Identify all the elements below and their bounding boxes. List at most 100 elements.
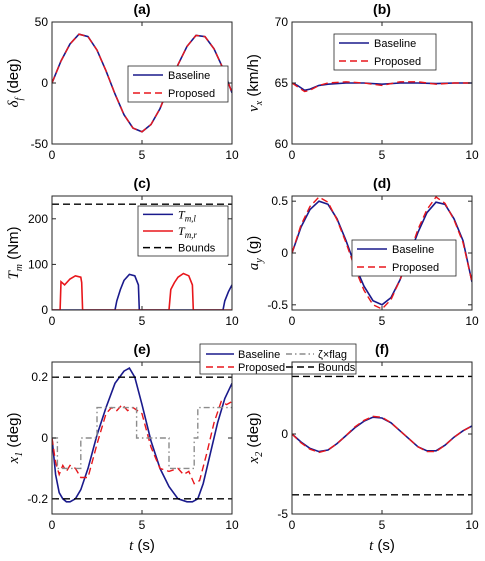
x-tick-label: 10 [465,314,479,328]
series-line-T_m,r [52,272,232,310]
x-tick-label: 5 [379,148,386,162]
series-line-Baseline [52,367,232,503]
svg-text:t (s): t (s) [369,537,395,554]
y-tick-label: 70 [275,15,289,29]
x-axis-label: t (s) [129,537,155,554]
series-line-Proposed [52,33,232,133]
series-line-Proposed [292,196,472,310]
svg-text:Tm,r: Tm,r [178,224,197,240]
panel-d: (d)0 5 10-0.500.5ay (g) [245,175,479,328]
series-line-Baseline [292,200,472,306]
series-line-Proposed [52,400,232,485]
series-line-Proposed [292,81,472,93]
y-axis-label: x2 (deg) [245,413,265,465]
y-tick-label: -50 [31,137,49,151]
legend-label: Bounds [178,243,216,255]
legend-label: Baseline [392,244,434,256]
y-tick-label: 50 [35,15,49,29]
legend-e: Baseline ζ×flag Proposed Bounds [199,343,357,375]
series-line-ζ×flag [52,406,232,470]
y-tick-label: 200 [28,212,48,226]
legend-d: Baseline Proposed [351,239,457,277]
y-tick-label: -0.5 [267,298,288,312]
y-axis-label: ay (g) [245,236,265,270]
x-tick-label: 10 [465,518,479,532]
x-tick-label: 10 [225,148,239,162]
svg-text:Bounds: Bounds [178,243,216,255]
y-tick-label: 0.2 [31,370,48,384]
x-tick-label: 0 [49,148,56,162]
panel-title: (f) [375,341,389,357]
legend-label: Baseline [374,38,416,50]
panel-title: (c) [133,175,150,191]
svg-text:Baseline: Baseline [374,38,416,50]
y-tick-label: 0.5 [271,194,288,208]
y-tick-label: -0.2 [27,492,48,506]
panel-title: (d) [373,175,391,191]
x-tick-label: 5 [139,518,146,532]
legend-label: ζ×flag [318,349,347,361]
legend-c: Tm,lTm,r Bounds [137,205,229,257]
legend-label: Proposed [374,56,421,68]
panel-title: (b) [373,1,391,17]
legend-label: Proposed [392,262,439,274]
y-tick-label: -5 [277,507,288,521]
svg-text:Proposed: Proposed [392,262,439,274]
y-tick-label: 0 [41,303,48,317]
y-tick-label: 100 [28,257,48,271]
x-tick-label: 0 [49,518,56,532]
y-axis-label: x1 (deg) [5,413,25,465]
legend-label: Proposed [168,88,215,100]
x-tick-label: 0 [289,518,296,532]
y-tick-label: 0 [41,76,48,90]
series-line-T_m,l [52,273,232,310]
y-tick-label: 0 [281,427,288,441]
legend-a: Baseline Proposed [127,65,229,103]
svg-text:Baseline: Baseline [168,70,210,82]
y-axis-label: δf (deg) [5,59,25,108]
svg-text:ay (g): ay (g) [245,236,265,270]
svg-text:t (s): t (s) [129,537,155,554]
y-axis-label: Tm (Nm) [5,226,25,279]
x-tick-label: 5 [139,314,146,328]
panel-b: (b) 0 5 10 60 65 70 vx (km/h) [245,1,479,162]
svg-text:Proposed: Proposed [374,56,421,68]
panel-title: (a) [133,1,150,17]
axes-box [291,361,473,515]
x-tick-label: 5 [379,314,386,328]
y-tick-label: 0 [281,246,288,260]
series-line-Baseline [292,416,472,453]
x-tick-label: 10 [465,148,479,162]
svg-text:vx (km/h): vx (km/h) [245,54,265,112]
legend-label: Baseline [238,349,280,361]
series-line-Proposed [292,415,472,454]
x-tick-label: 5 [379,518,386,532]
svg-text:Tm (Nm): Tm (Nm) [5,226,25,279]
x-tick-label: 0 [289,148,296,162]
svg-text:x2 (deg): x2 (deg) [245,413,265,465]
y-tick-label: 0 [41,431,48,445]
legend-label: Bounds [318,362,356,374]
svg-text:Proposed: Proposed [168,88,215,100]
svg-text:Tm,l: Tm,l [178,207,196,223]
legend-label: Tm,l [178,207,196,223]
panel-title: (e) [133,341,150,357]
legend-label: Baseline [168,70,210,82]
y-tick-label: 65 [275,76,289,90]
x-axis-label: t (s) [369,537,395,554]
y-axis-label: vx (km/h) [245,54,265,112]
x-tick-label: 0 [49,314,56,328]
panel-e: (e)0 5 10-0.200.2x1 (deg)t (s) [5,341,239,554]
legend-label: Tm,r [178,224,197,240]
x-tick-label: 10 [225,314,239,328]
legend-b: Baseline Proposed [333,33,437,71]
x-tick-label: 0 [289,314,296,328]
y-tick-label: 60 [275,137,289,151]
x-tick-label: 10 [225,518,239,532]
svg-text:x1 (deg): x1 (deg) [5,413,25,465]
legend-label: Proposed [238,362,285,374]
